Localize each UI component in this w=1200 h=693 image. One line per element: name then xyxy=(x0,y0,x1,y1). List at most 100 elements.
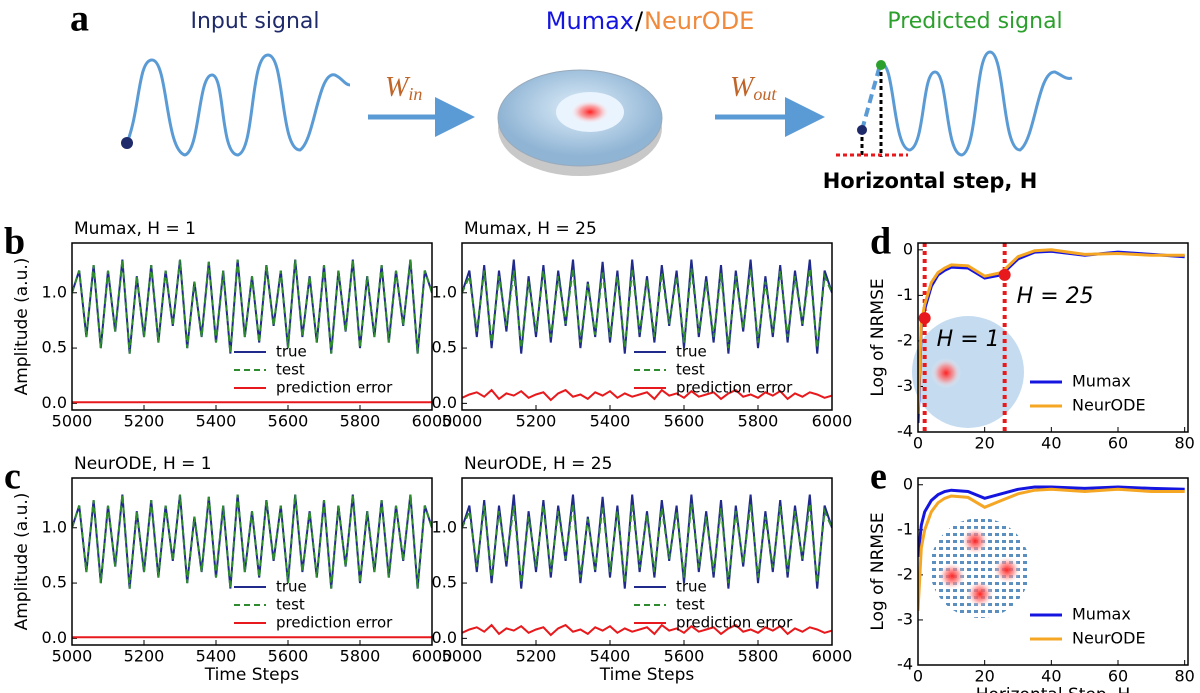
series-line xyxy=(462,259,832,354)
y-tick-label: -4 xyxy=(897,422,913,441)
series-line xyxy=(918,487,1185,611)
x-tick-label: 5200 xyxy=(124,412,165,431)
input-dot xyxy=(121,137,133,149)
x-tick-label: 5600 xyxy=(664,412,705,431)
model-2: NeurODE xyxy=(644,7,754,35)
x-tick-label: 5800 xyxy=(738,647,779,666)
series-line xyxy=(918,485,1185,558)
disk-spot xyxy=(570,100,610,124)
inset-e-spot xyxy=(961,527,989,555)
series-line xyxy=(72,259,432,354)
x-tick-label: 5600 xyxy=(268,412,309,431)
y-tick-label: 0.0 xyxy=(432,393,457,412)
x-axis-label: Time Steps xyxy=(599,665,695,685)
chart-title: Mumax, H = 25 xyxy=(464,219,597,239)
panel-label: d xyxy=(870,221,891,263)
legend-label: test xyxy=(276,361,305,379)
legend-label: prediction error xyxy=(676,614,793,632)
legend-label: NeurODE xyxy=(1072,629,1146,648)
x-tick-label: 5000 xyxy=(52,647,93,666)
x-tick-label: 5000 xyxy=(442,647,483,666)
separator: / xyxy=(635,7,644,35)
y-tick-label: 0.5 xyxy=(42,338,67,357)
y-axis-label: Log of NRMSE xyxy=(868,512,888,630)
x-tick-label: 5400 xyxy=(590,647,631,666)
x-tick-label: 0 xyxy=(913,434,923,453)
panel-label: e xyxy=(870,456,887,498)
inset-d xyxy=(912,316,1024,428)
y-tick-label: -3 xyxy=(897,376,913,395)
series-line xyxy=(462,494,832,589)
y-axis-label: Amplitude (a.u.) xyxy=(12,258,32,396)
annotation-point xyxy=(998,268,1011,281)
x-tick-label: 6000 xyxy=(812,647,853,666)
y-tick-label: -1 xyxy=(897,285,913,304)
x-tick-label: 6000 xyxy=(812,412,853,431)
y-tick-label: -2 xyxy=(897,564,913,583)
legend-label: test xyxy=(676,596,705,614)
y-tick-label: -4 xyxy=(897,655,913,674)
x-tick-label: 5400 xyxy=(196,647,237,666)
x-axis-label: Horizontal Step, H xyxy=(976,685,1131,693)
x-tick-label: 5200 xyxy=(516,412,557,431)
input-wave xyxy=(125,53,351,157)
y-tick-label: -1 xyxy=(897,519,913,538)
annotation-point xyxy=(918,312,931,325)
x-tick-label: 0 xyxy=(913,667,923,686)
y-axis-label: Log of NRMSE xyxy=(868,278,888,396)
inset-e-spot xyxy=(993,556,1021,584)
legend-label: test xyxy=(276,596,305,614)
input-label: Input signal xyxy=(190,9,319,34)
plot-frame xyxy=(71,242,433,411)
x-tick-label: 60 xyxy=(1108,434,1128,453)
annotation-text: H = 1 xyxy=(937,327,1000,352)
legend-label: prediction error xyxy=(276,614,393,632)
legend-label: Mumax xyxy=(1072,605,1131,624)
x-tick-label: 6000 xyxy=(412,412,453,431)
panel-label: a xyxy=(70,0,89,40)
model-1: Mumax xyxy=(546,7,634,35)
series-line xyxy=(462,503,832,584)
series-line xyxy=(462,623,832,637)
x-tick-label: 5600 xyxy=(268,647,309,666)
w-out: Wout xyxy=(730,72,777,104)
panel-label: c xyxy=(4,456,21,498)
x-tick-label: 5200 xyxy=(124,647,165,666)
y-tick-label: -2 xyxy=(897,330,913,349)
y-tick-label: 0.5 xyxy=(42,573,67,592)
chart-title: Mumax, H = 1 xyxy=(74,219,196,239)
inset-e xyxy=(930,518,1030,618)
plot-frame xyxy=(461,242,833,411)
panel-label: b xyxy=(4,221,25,263)
plot-frame xyxy=(71,477,433,646)
y-tick-label: 1.0 xyxy=(42,282,67,301)
inset-d-spot xyxy=(931,358,961,388)
y-tick-label: 1.0 xyxy=(42,517,67,536)
legend-label: test xyxy=(676,361,705,379)
legend-label: prediction error xyxy=(676,379,793,397)
x-tick-label: 40 xyxy=(1041,667,1061,686)
x-tick-label: 60 xyxy=(1108,667,1128,686)
x-tick-label: 5400 xyxy=(590,412,631,431)
step-label: Horizontal step, H xyxy=(823,169,1038,193)
legend-label: NeurODE xyxy=(1072,396,1146,415)
x-tick-label: 5800 xyxy=(738,412,779,431)
y-axis-label: Amplitude (a.u.) xyxy=(12,493,32,631)
chart-title: NeurODE, H = 25 xyxy=(464,454,612,474)
y-tick-label: 0.0 xyxy=(42,393,67,412)
x-tick-label: 5000 xyxy=(52,412,93,431)
x-tick-label: 5400 xyxy=(196,412,237,431)
x-axis-label: Time Steps xyxy=(204,665,300,685)
legend-label: true xyxy=(276,343,307,361)
y-tick-label: 0.0 xyxy=(432,628,457,647)
y-tick-label: 0.5 xyxy=(432,338,457,357)
x-tick-label: 20 xyxy=(974,434,994,453)
legend-label: true xyxy=(676,578,707,596)
series-line xyxy=(72,494,432,589)
legend-label: true xyxy=(276,578,307,596)
step-line xyxy=(860,64,882,131)
plot-frame xyxy=(461,477,833,646)
plot-frame xyxy=(917,242,1189,433)
y-tick-label: 0.5 xyxy=(432,573,457,592)
